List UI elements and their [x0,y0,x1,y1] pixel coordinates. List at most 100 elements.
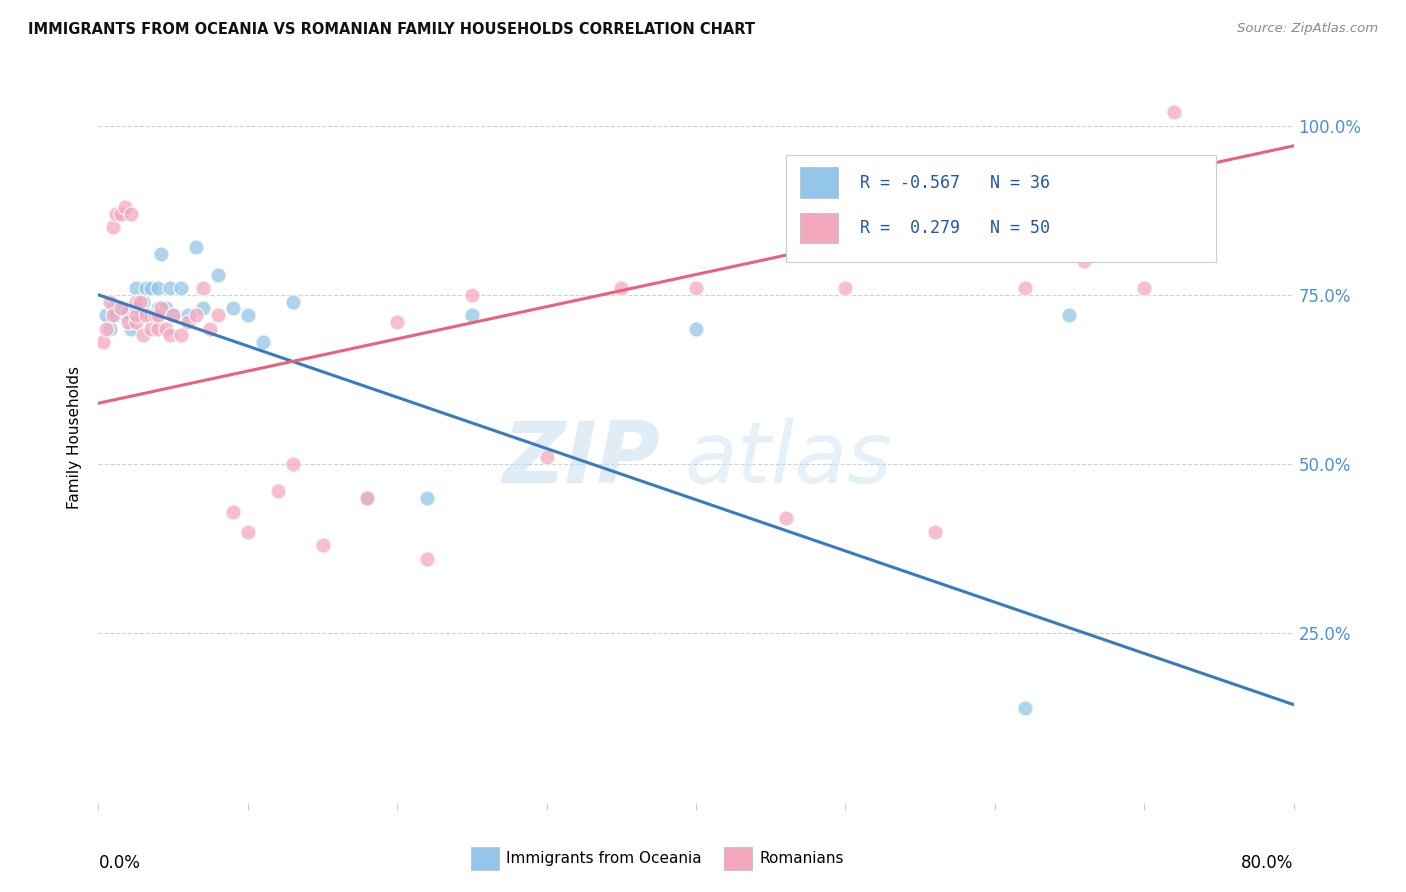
Point [105,206,128,220]
Point [94,322,117,336]
Point [610,281,633,295]
Point [416,552,439,566]
Point [94,308,117,322]
Point [207,308,229,322]
Point [110,301,132,316]
Point [311,538,333,552]
Point [236,524,259,539]
Point [129,294,152,309]
Point [132,294,155,309]
Point [139,308,162,322]
Point [125,315,148,329]
Point [114,308,136,322]
Point [1073,254,1095,268]
Point [177,315,200,329]
Point [685,281,707,295]
Text: 80.0%: 80.0% [1241,854,1294,872]
Point [200,322,222,336]
Point [100,294,122,309]
Point [100,322,122,336]
FancyBboxPatch shape [800,212,838,244]
Text: atlas: atlas [685,417,891,500]
Point [252,335,274,350]
Point [191,281,214,295]
Point [117,315,139,329]
Text: Source: ZipAtlas.com: Source: ZipAtlas.com [1237,22,1378,36]
Point [125,308,148,322]
Point [356,491,378,505]
Point [117,305,139,319]
Point [135,281,157,295]
Point [536,450,558,465]
Point [103,301,125,316]
Point [162,308,184,322]
Point [150,301,173,316]
Point [775,511,797,525]
Point [177,308,200,322]
Point [184,308,207,322]
Point [110,301,132,316]
Point [103,308,125,322]
Point [1014,701,1036,715]
Point [155,301,177,316]
Point [1014,281,1036,295]
Point [148,308,170,322]
Point [281,294,304,309]
Point [461,308,484,322]
Point [356,491,378,505]
Text: Immigrants from Oceania: Immigrants from Oceania [506,852,702,866]
Point [1163,105,1185,120]
Point [120,206,142,220]
Point [222,301,245,316]
Point [120,322,142,336]
FancyBboxPatch shape [800,167,838,198]
Point [1133,281,1156,295]
Point [159,281,181,295]
Point [685,322,707,336]
Point [1059,308,1081,322]
Point [416,491,439,505]
FancyBboxPatch shape [786,155,1216,261]
Point [129,308,152,322]
Point [139,281,162,295]
Point [267,484,290,499]
Point [169,281,191,295]
Point [184,240,207,254]
Point [125,294,148,309]
Point [148,301,170,316]
Point [103,220,125,235]
Point [461,288,484,302]
Point [207,268,229,282]
Point [385,315,409,329]
Y-axis label: Family Households: Family Households [67,366,83,508]
Point [236,308,259,322]
Point [222,505,245,519]
Point [135,308,157,322]
Point [143,308,166,322]
Point [125,301,148,316]
Point [834,281,856,295]
Point [150,247,173,261]
Point [91,335,114,350]
Point [110,206,132,220]
Point [105,308,128,322]
Point [162,308,184,322]
Point [148,281,170,295]
Text: ZIP: ZIP [502,417,661,500]
Point [114,200,136,214]
Point [159,328,181,343]
Point [148,322,170,336]
Point [132,328,155,343]
Point [155,322,177,336]
Text: Romanians: Romanians [759,852,844,866]
Text: R = -0.567   N = 36: R = -0.567 N = 36 [859,174,1050,192]
Point [924,524,946,539]
Point [169,328,191,343]
Point [191,301,214,316]
Point [281,457,304,471]
Text: 0.0%: 0.0% [98,854,141,872]
Text: R =  0.279   N = 50: R = 0.279 N = 50 [859,219,1050,237]
Text: IMMIGRANTS FROM OCEANIA VS ROMANIAN FAMILY HOUSEHOLDS CORRELATION CHART: IMMIGRANTS FROM OCEANIA VS ROMANIAN FAMI… [28,22,755,37]
Point [139,322,162,336]
Point [125,281,148,295]
